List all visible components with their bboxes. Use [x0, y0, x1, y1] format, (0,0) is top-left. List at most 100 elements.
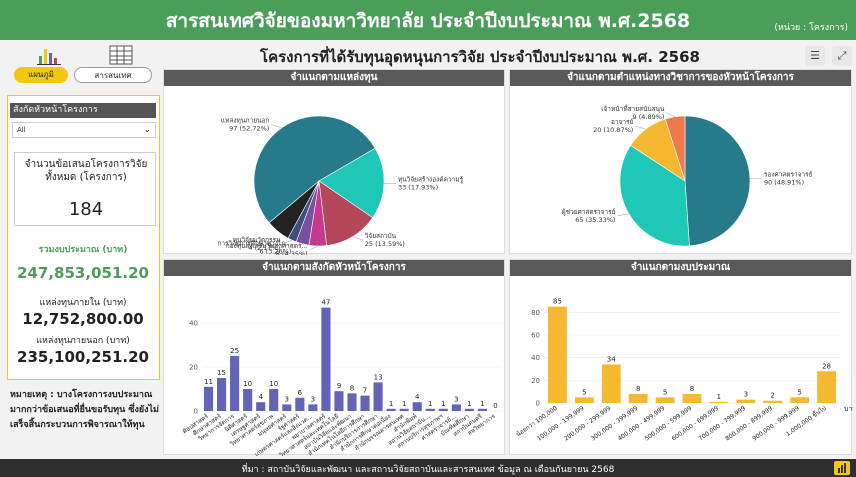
y-tick-label: 20 — [531, 377, 540, 385]
bar — [464, 408, 474, 411]
slice-label: วิจัยสถาบัน — [364, 232, 396, 240]
bar-value-label: 1 — [389, 400, 393, 408]
bar — [269, 389, 279, 411]
x-tick-label: 500,000 - 599,999 — [644, 405, 694, 443]
bar — [425, 408, 435, 411]
unit-label: (หน่วย : โครงการ) — [774, 23, 848, 33]
leader-line — [271, 124, 282, 129]
bar-value-label: 5 — [663, 388, 667, 396]
pie-slice — [619, 144, 690, 247]
slice-value-label: 25 (13.59%) — [365, 240, 405, 248]
chart-title: จำแนกตามตำแหน่งทางวิชาการของหัวหน้าโครงก… — [510, 70, 851, 86]
leader-line — [309, 245, 318, 251]
bar-value-label: 1 — [467, 400, 471, 408]
bar — [386, 408, 396, 411]
total-proposals-card: จำนวนข้อเสนอโครงการวิจัยทั้งหมด (โครงการ… — [14, 152, 156, 226]
leader-line — [635, 125, 646, 130]
bar — [217, 378, 227, 411]
pie-slice — [664, 115, 686, 182]
slice-value-label: 20 (10.87%) — [593, 126, 633, 134]
slice-label: ผู้ช่วยศาสตราจารย์ — [562, 208, 616, 216]
tab-info[interactable]: สารสนเทศ — [74, 67, 152, 83]
y-tick-label: 40 — [189, 320, 198, 328]
bar — [412, 402, 422, 411]
leader-line — [293, 243, 303, 248]
funding-source-panel: จำแนกตามแหล่งทุน แหล่งทุนภายนอก 97 (52.72… — [163, 69, 505, 255]
slice-value-label: 33 (17.93%) — [398, 183, 438, 191]
slice-value-label: 8 (4.35%) — [276, 250, 308, 255]
bar-value-label: 8 — [350, 384, 354, 392]
card-label: จำนวนข้อเสนอโครงการวิจัยทั้งหมด (โครงการ… — [24, 159, 148, 183]
y-tick-label: 60 — [531, 332, 540, 340]
bar — [790, 397, 810, 403]
slice-label: แหล่งทุนภายนอก — [221, 117, 269, 125]
bar — [736, 399, 756, 403]
affiliation-bar-chart: 0204011ศิลปศาสตร์15ศึกษาศาสตร์25วิทยาการ… — [181, 299, 502, 456]
bar — [399, 408, 409, 411]
bar-value-label: 11 — [204, 378, 213, 386]
filter-icon[interactable]: ☰ — [805, 46, 825, 66]
x-unit-label: บาท — [844, 405, 853, 413]
chart-icon[interactable] — [36, 44, 62, 66]
chart-title: จำแนกตามแหล่งทุน — [164, 70, 504, 86]
bar — [709, 401, 729, 403]
filter-value: All — [17, 126, 26, 134]
x-tick-label: 900,000 - 999,999 — [751, 405, 801, 443]
affiliation-panel: จำแนกตามสังกัดหัวหน้าโครงการ 0 20 40 11 ศิลป… — [163, 259, 505, 456]
internal-fund-value: 12,752,800.00 — [22, 310, 144, 328]
external-fund-value: 235,100,251.20 — [17, 348, 149, 366]
slice-label: การวิจัยการศึกษาทางไก... — [217, 240, 291, 248]
bar — [682, 393, 702, 403]
position-panel: จำแนกตามตำแหน่งทางวิชาการของหัวหน้าโครงก… — [509, 69, 852, 254]
bar — [243, 389, 253, 411]
bar — [655, 397, 675, 403]
bar-value-label: 34 — [607, 355, 616, 363]
bar-value-label: 5 — [582, 388, 586, 396]
page-title: สารสนเทศวิจัยของมหาวิทยาลัย ประจำปีงบประ… — [165, 10, 691, 32]
y-tick-label: 80 — [531, 309, 540, 317]
budget-panel: จำแนกตามงบประมาณ 0 20 40 60 80 85 น้อยกว่า 100… — [509, 259, 853, 455]
tab-chart[interactable]: แผนภูมิ — [14, 67, 68, 83]
chevron-down-icon: ⌄ — [143, 125, 151, 135]
slice-label: อาจารย์ — [611, 118, 634, 126]
chart-title: จำแนกตามสังกัดหัวหน้าโครงการ — [164, 260, 504, 276]
slice-label: ทุนวิจัยนวัตกรรม — [233, 236, 281, 244]
bar-value-label: 3 — [311, 395, 315, 403]
bar — [574, 397, 594, 403]
bar — [321, 307, 331, 411]
main-title: โครงการที่ได้รับทุนอุดหนุนการวิจัย ประจำ… — [260, 48, 700, 66]
bar-value-label: 10 — [243, 380, 252, 388]
slice-label: ทุนวิจัยสร้างองค์ความรู้ — [398, 175, 464, 183]
bar-value-label: 4 — [415, 393, 420, 401]
leader-line — [617, 213, 629, 217]
bar-value-label: 2 — [770, 392, 774, 400]
bar-value-label: 3 — [285, 395, 289, 403]
expand-icon[interactable]: ⤢ — [832, 46, 852, 66]
bar-value-label: 25 — [230, 347, 239, 355]
table-icon[interactable] — [108, 44, 134, 66]
bar — [438, 408, 448, 411]
bar — [628, 393, 648, 403]
bar-value-label: 1 — [402, 400, 406, 408]
bar — [295, 397, 305, 411]
x-tick-label: 200,000 - 299,999 — [563, 405, 613, 443]
powerbi-icon[interactable] — [834, 461, 850, 475]
leader-line — [352, 236, 363, 241]
x-tick-label: 300,000 - 399,999 — [590, 405, 640, 443]
bar-value-label: 8 — [636, 385, 640, 393]
bar-value-label: 5 — [797, 388, 801, 396]
y-tick-label: 0 — [536, 400, 540, 408]
affiliation-filter-dropdown[interactable]: All ⌄ — [12, 122, 156, 138]
bar — [451, 404, 461, 411]
bar — [282, 404, 292, 411]
bar-value-label: 7 — [363, 387, 367, 395]
slice-value-label: 97 (52.72%) — [229, 125, 269, 133]
slice-value-label: 90 (48.91%) — [764, 179, 804, 187]
bar-value-label: 0 — [493, 402, 497, 410]
bar — [601, 364, 621, 403]
bar — [548, 306, 567, 403]
bar-value-label: 8 — [690, 385, 694, 393]
slice-value-label: 65 (35.33%) — [575, 216, 615, 224]
bar-value-label: 85 — [553, 298, 562, 306]
